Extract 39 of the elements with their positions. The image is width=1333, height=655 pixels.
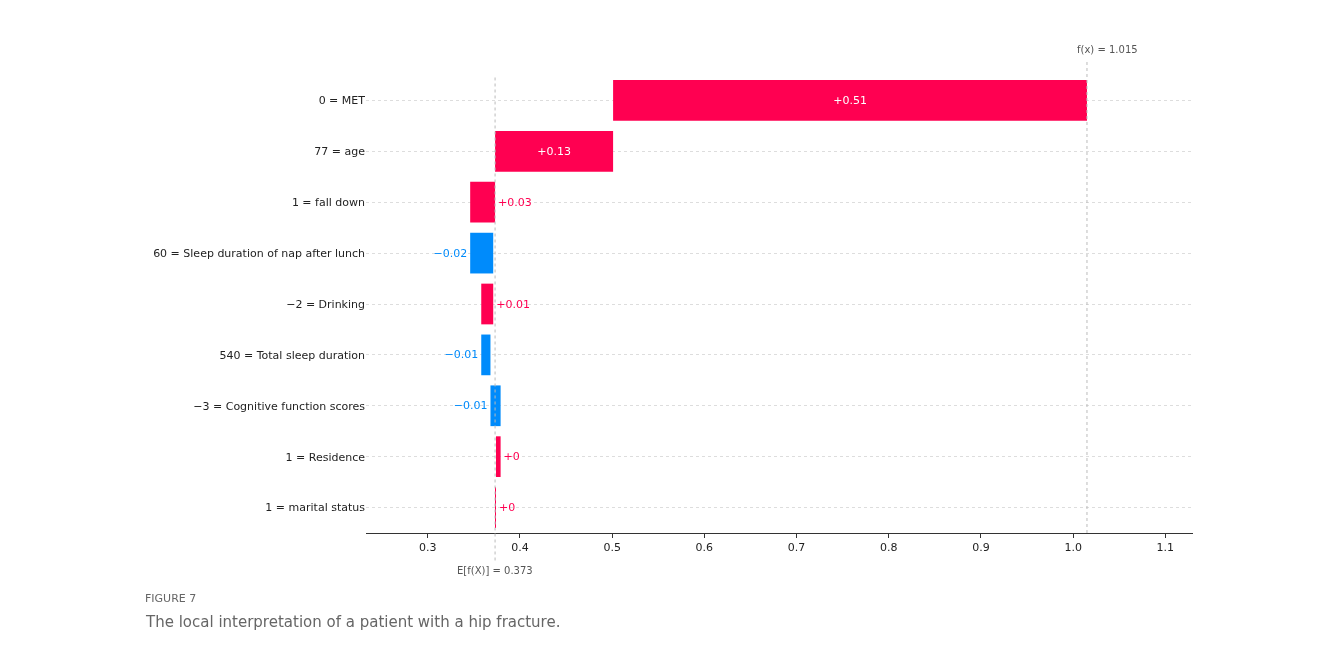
x-tick-label: 0.5 — [603, 541, 621, 555]
caption: FIGURE 7 — [145, 592, 197, 605]
bar — [481, 283, 494, 325]
y-tick-label: 77 = age — [314, 145, 366, 159]
data-label: +0.03 — [498, 195, 532, 209]
data-label: −0.01 — [453, 399, 488, 413]
bar — [470, 232, 494, 274]
data-label: +0.13 — [537, 144, 571, 158]
y-tick-label: 1 = marital status — [265, 501, 366, 515]
x-tick-label: 0.7 — [787, 541, 806, 555]
data-label: +0 — [499, 501, 516, 515]
bar — [495, 130, 614, 172]
data-label: −0.01 — [444, 348, 479, 362]
x-tick-label: 0.8 — [880, 541, 898, 555]
bar — [481, 334, 491, 376]
text: The local interpretation of a patient with a hip fracture. — [145, 613, 561, 631]
y-tick-label: 1 = Residence — [285, 450, 366, 464]
data-label: +0 — [503, 450, 520, 464]
bar — [613, 80, 1087, 121]
x-tick-label: 0.6 — [695, 541, 714, 555]
bar — [496, 436, 501, 478]
y-tick-label: 0 = MET — [318, 94, 366, 108]
y-tick-label: 60 = Sleep duration of nap after lunch — [153, 246, 366, 260]
x-tick-label: 1.0 — [1064, 541, 1082, 555]
data-label: −0.02 — [433, 246, 468, 260]
bar — [470, 181, 496, 223]
ref-line-label: f(x) = 1.015 — [1077, 44, 1138, 55]
x-tick-label: 0.4 — [511, 541, 529, 555]
y-tick-label: 1 = fall down — [291, 196, 366, 210]
bar — [490, 385, 501, 427]
y-tick-label: −2 = Drinking — [286, 297, 365, 311]
x-tick-label: 1.1 — [1156, 541, 1175, 555]
data-label: +0.51 — [833, 93, 867, 107]
x-tick-label: 0.9 — [972, 541, 990, 555]
data-label: +0.01 — [496, 297, 530, 311]
y-tick-label: 540 = Total sleep duration — [219, 348, 366, 362]
y-tick-label: −3 = Cognitive function scores — [193, 399, 366, 413]
ref-line-label: E[f(X)] = 0.373 — [457, 565, 533, 576]
x-tick-label: 0.3 — [419, 541, 437, 555]
